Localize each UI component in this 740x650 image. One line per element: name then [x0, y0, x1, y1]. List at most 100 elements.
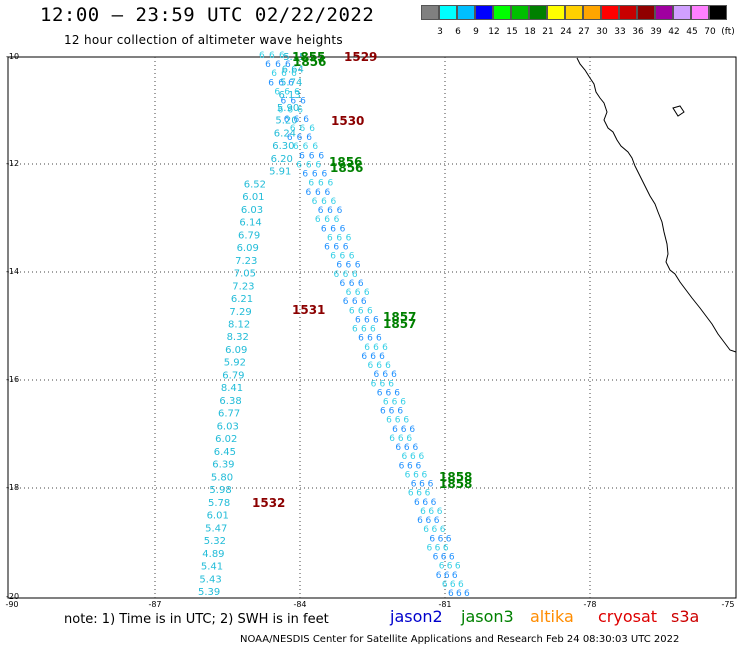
- track-sample-mark: 6: [374, 370, 380, 380]
- track-sample-mark: 6: [380, 407, 386, 417]
- track-sample-mark: 6: [336, 233, 342, 243]
- colorbar-label: 18: [524, 27, 536, 37]
- track-sample-mark: 6: [352, 270, 358, 280]
- colorbar-label: 6: [455, 27, 461, 37]
- colorbar-label: 45: [686, 27, 698, 37]
- track-sample-mark: 6: [404, 443, 410, 453]
- track-sample-mark: 6: [413, 470, 419, 480]
- track-sample-mark: 6: [318, 151, 324, 161]
- colorbar-label: 36: [632, 27, 644, 37]
- latitude-label: -12: [6, 159, 20, 168]
- colorbar-swatch: [421, 5, 439, 20]
- wave-height-label: 6.30: [272, 141, 294, 152]
- latitude-label: -18: [6, 483, 20, 492]
- colorbar-swatch: [619, 5, 637, 20]
- wave-height-label: 5.80: [211, 472, 233, 483]
- track-sample-mark: 6: [355, 315, 361, 325]
- colorbar-label: (ft): [721, 27, 735, 37]
- track-sample-mark: 6: [401, 425, 407, 435]
- track-sample-mark: 6: [361, 297, 367, 307]
- wave-height-label: 5.74: [280, 77, 302, 88]
- wave-height-label: 7.05: [234, 269, 256, 280]
- credit-line: NOAA/NESDIS Center for Satellite Applica…: [240, 634, 680, 645]
- wave-height-label: 5.32: [204, 536, 226, 547]
- wave-height-label: 6.13: [278, 90, 300, 101]
- track-sample-mark: 6: [414, 498, 420, 508]
- track-sample-mark: 6: [416, 461, 422, 471]
- wave-height-label: 5.15: [283, 52, 305, 63]
- satellite-legend-cryosat: cryosat: [598, 607, 658, 626]
- track-sample-mark: 6: [285, 60, 291, 70]
- track-sample-mark: 6: [371, 379, 377, 389]
- track-sample-mark: 6: [361, 352, 367, 362]
- track-sample-mark: 6: [444, 571, 450, 581]
- wave-height-label: 5.43: [199, 574, 221, 585]
- track-sample-mark: 6: [346, 233, 352, 243]
- wave-height-label: 4.89: [202, 549, 224, 560]
- longitude-label: -75: [721, 600, 735, 609]
- coastline: [576, 57, 737, 353]
- track-sample-mark: 6: [334, 215, 340, 225]
- pass-time-label: 1857: [383, 310, 416, 324]
- satellite-legend-altika: altika: [530, 607, 574, 626]
- track-sample-mark: 6: [349, 252, 355, 262]
- track-sample-mark: 6: [412, 443, 418, 453]
- track-sample-mark: 6: [346, 288, 352, 298]
- track-sample-mark: 6: [425, 489, 431, 499]
- longitude-label: -87: [148, 600, 162, 609]
- track-sample-mark: 6: [399, 461, 405, 471]
- track-sample-mark: 6: [377, 388, 383, 398]
- track-sample-mark: 6: [376, 334, 382, 344]
- track-sample-mark: 6: [309, 151, 315, 161]
- track-sample-mark: 6: [297, 133, 303, 143]
- track-sample-mark: 6: [281, 69, 287, 79]
- wave-height-label: 6.02: [215, 434, 237, 445]
- colorbar-label: 3: [437, 27, 443, 37]
- track-sample-mark: 6: [269, 51, 275, 61]
- wave-height-label: 6.64: [282, 65, 304, 76]
- track-sample-mark: 6: [308, 179, 314, 189]
- track-sample-mark: 6: [300, 97, 306, 107]
- track-sample-mark: 6: [330, 252, 336, 262]
- track-sample-mark: 6: [290, 97, 296, 107]
- colorbar-swatch: [439, 5, 457, 20]
- track-sample-mark: 6: [367, 306, 373, 316]
- track-sample-mark: 6: [291, 69, 297, 79]
- track-sample-mark: 6: [409, 425, 415, 435]
- track-sample-mark: 6: [418, 452, 424, 462]
- footer-note: note: 1) Time is in UTC; 2) SWH is in fe…: [64, 612, 329, 627]
- track-sample-mark: 6: [420, 507, 426, 517]
- track-sample-mark: 6: [268, 78, 274, 88]
- colorbar-swatch: [583, 5, 601, 20]
- colorbar-swatch: [475, 5, 493, 20]
- track-sample-mark: 6: [450, 580, 456, 590]
- colorbar-label: 12: [488, 27, 500, 37]
- track-sample-mark: 6: [436, 571, 442, 581]
- track-sample-mark: 6: [284, 87, 290, 97]
- track-sample-mark: 6: [327, 206, 333, 216]
- track-sample-mark: 6: [303, 142, 309, 152]
- wave-height-label: 6.52: [244, 179, 266, 190]
- track-sample-mark: 6: [398, 434, 404, 444]
- track-sample-mark: 6: [265, 60, 271, 70]
- track-sample-mark: 6: [278, 106, 284, 116]
- colorbar-swatch: [637, 5, 655, 20]
- pass-time-label: 1858: [439, 477, 472, 491]
- latitude-label: -16: [6, 375, 20, 384]
- track-sample-mark: 6: [449, 553, 455, 563]
- track-sample-mark: 6: [367, 334, 373, 344]
- track-sample-mark: 6: [331, 197, 337, 207]
- track-sample-mark: 6: [383, 398, 389, 408]
- track-sample-mark: 6: [408, 489, 414, 499]
- wave-height-label: 8.32: [227, 332, 249, 343]
- colorbar-swatch: [511, 5, 529, 20]
- wave-height-label: 6.03: [241, 205, 263, 216]
- track-sample-mark: 6: [284, 115, 290, 125]
- track-sample-mark: 6: [355, 261, 361, 271]
- track-sample-mark: 6: [312, 197, 318, 207]
- wave-height-label: 6.79: [238, 230, 260, 241]
- track-sample-mark: 6: [379, 379, 385, 389]
- track-sample-mark: 6: [293, 115, 299, 125]
- wave-height-label: 7.29: [229, 307, 251, 318]
